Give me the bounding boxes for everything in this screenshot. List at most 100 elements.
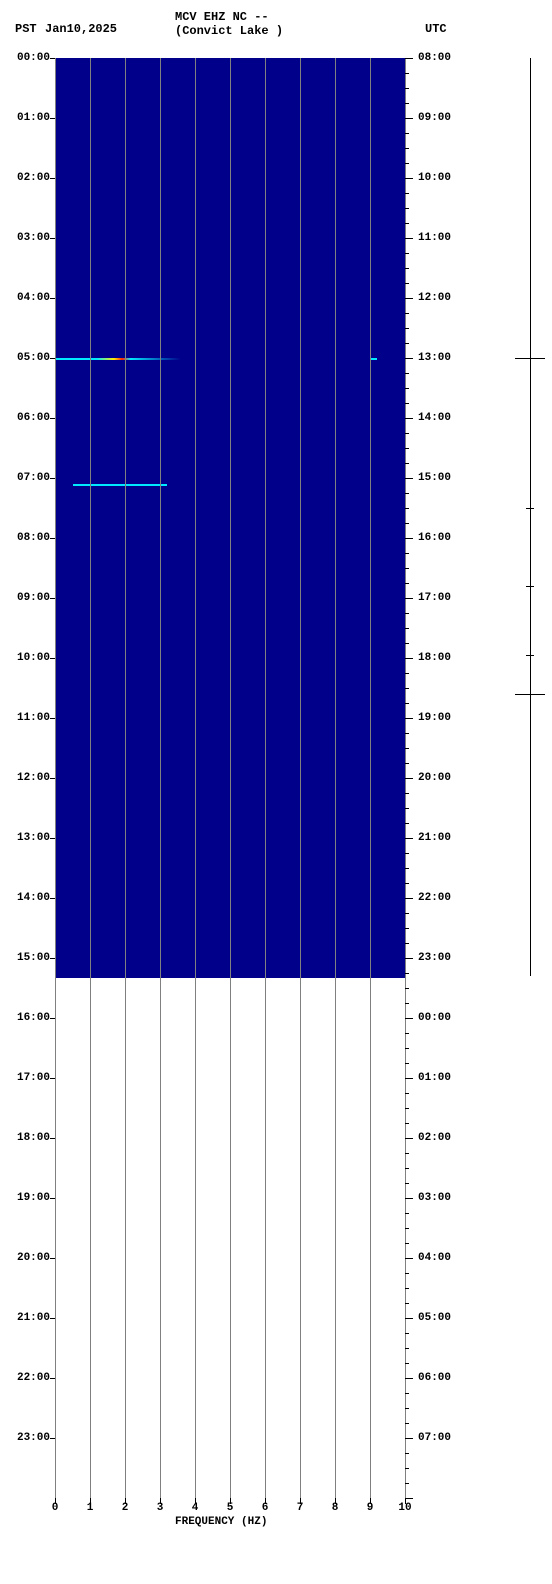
pst-time-label: 16:00: [0, 1012, 50, 1024]
freq-tick-label: 7: [297, 1502, 304, 1514]
pst-time-label: 00:00: [0, 52, 50, 64]
utc-tick-minor: [405, 553, 409, 554]
utc-time-label: 10:00: [418, 172, 451, 184]
utc-tick-major: [405, 478, 413, 479]
pst-tick: [50, 178, 55, 179]
spectrogram-canvas: [55, 58, 405, 1498]
date-label: Jan10,2025: [45, 22, 117, 36]
pst-tick: [50, 598, 55, 599]
utc-tick-minor: [405, 1423, 409, 1424]
pst-time-label: 23:00: [0, 1432, 50, 1444]
utc-tick-minor: [405, 313, 409, 314]
pst-tick: [50, 658, 55, 659]
pst-tick: [50, 1198, 55, 1199]
pst-tick: [50, 958, 55, 959]
utc-tick-minor: [405, 1468, 409, 1469]
utc-tick-major: [405, 118, 413, 119]
utc-tick-minor: [405, 1348, 409, 1349]
utc-time-label: 20:00: [418, 772, 451, 784]
utc-tick-minor: [405, 988, 409, 989]
utc-tick-minor: [405, 1108, 409, 1109]
utc-time-label: 09:00: [418, 112, 451, 124]
pst-tick: [50, 478, 55, 479]
utc-tick-minor: [405, 1228, 409, 1229]
freq-tick-label: 10: [398, 1502, 411, 1514]
utc-time-label: 21:00: [418, 832, 451, 844]
utc-tick-minor: [405, 883, 409, 884]
utc-tick-minor: [405, 268, 409, 269]
utc-tick-minor: [405, 703, 409, 704]
utc-tick-minor: [405, 73, 409, 74]
pst-time-label: 14:00: [0, 892, 50, 904]
utc-time-label: 07:00: [418, 1432, 451, 1444]
x-axis-title: FREQUENCY (HZ): [175, 1516, 267, 1528]
utc-tick-minor: [405, 943, 409, 944]
utc-tick-minor: [405, 868, 409, 869]
freq-tick-label: 0: [52, 1502, 59, 1514]
station-label: MCV EHZ NC --: [175, 10, 269, 24]
utc-tick-major: [405, 178, 413, 179]
utc-tick-major: [405, 898, 413, 899]
pst-tick: [50, 118, 55, 119]
utc-time-label: 11:00: [418, 232, 451, 244]
utc-tick-minor: [405, 403, 409, 404]
pst-time-label: 08:00: [0, 532, 50, 544]
pst-tick: [50, 1258, 55, 1259]
utc-time-label: 15:00: [418, 472, 451, 484]
pst-time-label: 02:00: [0, 172, 50, 184]
utc-tick-minor: [405, 148, 409, 149]
pst-time-label: 20:00: [0, 1252, 50, 1264]
pst-time-label: 11:00: [0, 712, 50, 724]
pst-tick: [50, 1138, 55, 1139]
utc-tick-minor: [405, 583, 409, 584]
utc-tick-major: [405, 958, 413, 959]
pst-tick: [50, 58, 55, 59]
freq-gridline: [125, 58, 126, 1498]
utc-tick-minor: [405, 208, 409, 209]
utc-time-label: 05:00: [418, 1312, 451, 1324]
timezone-right-label: UTC: [425, 22, 447, 36]
indicator-bar: [530, 58, 531, 976]
pst-time-label: 21:00: [0, 1312, 50, 1324]
utc-time-label: 06:00: [418, 1372, 451, 1384]
utc-tick-major: [405, 598, 413, 599]
pst-tick: [50, 1318, 55, 1319]
utc-tick-major: [405, 778, 413, 779]
freq-gridline: [335, 58, 336, 1498]
utc-tick-minor: [405, 508, 409, 509]
freq-gridline: [55, 58, 56, 1498]
spectrogram-plot: [55, 58, 405, 1498]
utc-tick-minor: [405, 133, 409, 134]
pst-time-label: 06:00: [0, 412, 50, 424]
freq-tick-label: 5: [227, 1502, 234, 1514]
utc-tick-minor: [405, 523, 409, 524]
utc-time-label: 03:00: [418, 1192, 451, 1204]
utc-tick-minor: [405, 1363, 409, 1364]
utc-tick-major: [405, 838, 413, 839]
utc-tick-major: [405, 1438, 413, 1439]
utc-tick-minor: [405, 433, 409, 434]
utc-tick-minor: [405, 1453, 409, 1454]
pst-time-label: 18:00: [0, 1132, 50, 1144]
freq-tick-label: 2: [122, 1502, 129, 1514]
utc-tick-minor: [405, 388, 409, 389]
pst-time-label: 04:00: [0, 292, 50, 304]
utc-time-label: 00:00: [418, 1012, 451, 1024]
utc-time-label: 01:00: [418, 1072, 451, 1084]
pst-tick: [50, 838, 55, 839]
freq-gridline: [230, 58, 231, 1498]
pst-tick: [50, 1438, 55, 1439]
utc-tick-minor: [405, 1003, 409, 1004]
utc-tick-major: [405, 1498, 413, 1499]
utc-tick-major: [405, 358, 413, 359]
utc-tick-minor: [405, 613, 409, 614]
utc-tick-minor: [405, 1048, 409, 1049]
utc-time-label: 08:00: [418, 52, 451, 64]
freq-gridline: [370, 58, 371, 1498]
pst-time-label: 07:00: [0, 472, 50, 484]
utc-time-label: 19:00: [418, 712, 451, 724]
utc-tick-minor: [405, 973, 409, 974]
utc-tick-minor: [405, 1063, 409, 1064]
utc-time-label: 22:00: [418, 892, 451, 904]
pst-time-label: 03:00: [0, 232, 50, 244]
